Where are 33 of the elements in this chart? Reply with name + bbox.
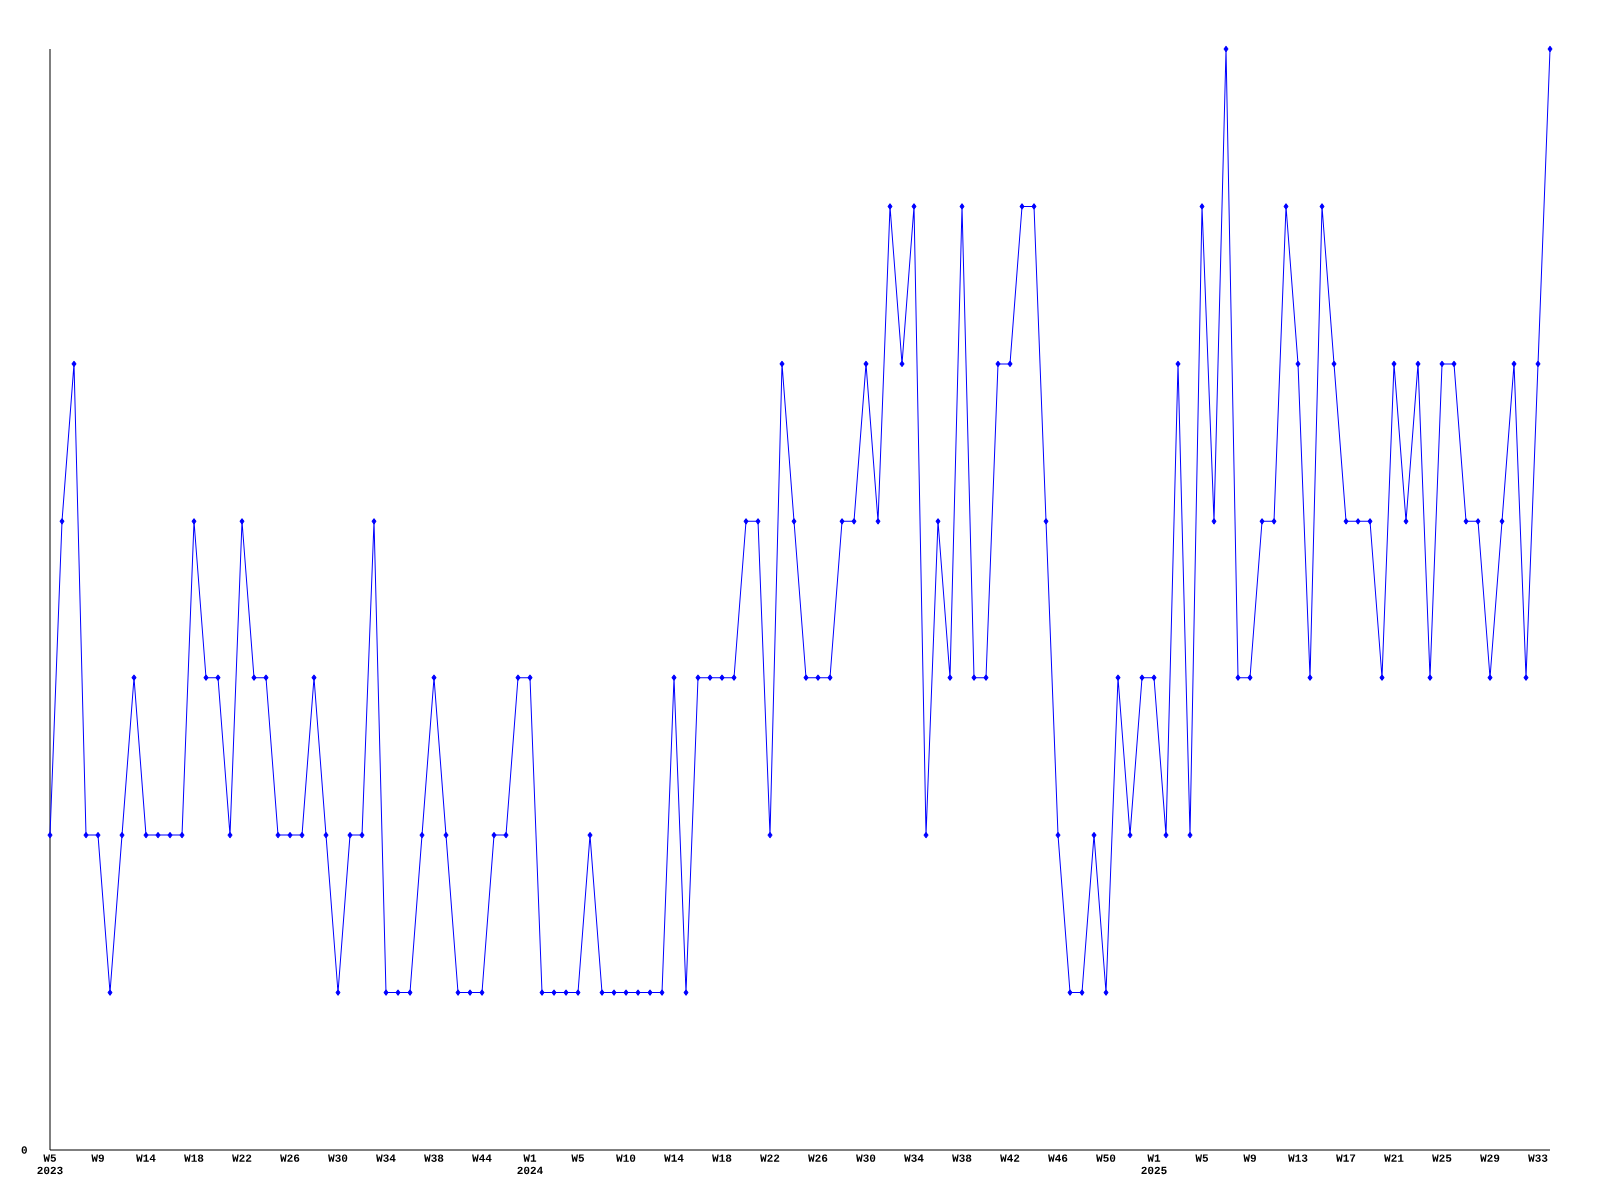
x-tick-label: W18 <box>712 1154 732 1162</box>
x-tick-label: W14 <box>136 1154 156 1162</box>
x-tick-label: W1 2025 <box>1141 1154 1167 1175</box>
x-tick-label: W9 <box>91 1154 104 1162</box>
x-tick-label: W22 <box>232 1154 252 1162</box>
x-tick-label: W26 <box>808 1154 828 1162</box>
x-tick-label: W42 <box>1000 1154 1020 1162</box>
x-tick-label: W1 2024 <box>517 1154 543 1175</box>
x-tick-label: W13 <box>1288 1154 1308 1162</box>
x-tick-label: W38 <box>952 1154 972 1162</box>
x-tick-label: W17 <box>1336 1154 1356 1162</box>
x-tick-label: W18 <box>184 1154 204 1162</box>
x-tick-label: W30 <box>328 1154 348 1162</box>
x-tick-label: W34 <box>376 1154 396 1162</box>
x-tick-label: W5 2023 <box>37 1154 63 1175</box>
x-tick-label: W5 <box>571 1154 585 1162</box>
x-tick-label: W50 <box>1096 1154 1116 1162</box>
x-tick-label: W30 <box>856 1154 876 1162</box>
x-tick-label: W46 <box>1048 1154 1068 1162</box>
x-tick-label: W21 <box>1384 1154 1404 1162</box>
x-tick-label: W33 <box>1528 1154 1548 1162</box>
x-tick-label: W22 <box>760 1154 780 1162</box>
x-tick-label: W14 <box>664 1154 684 1162</box>
x-tick-label: W44 <box>472 1154 492 1162</box>
x-tick-label: W10 <box>616 1154 636 1162</box>
x-tick-label: W38 <box>424 1154 444 1162</box>
x-tick-label: W25 <box>1432 1154 1452 1162</box>
x-tick-label: W34 <box>904 1154 924 1162</box>
x-tick-label: W26 <box>280 1154 300 1162</box>
x-tick-label: W5 <box>1195 1154 1209 1162</box>
x-tick-label: W9 <box>1243 1154 1256 1162</box>
x-tick-label: W29 <box>1480 1154 1500 1162</box>
text: 0 <box>21 1146 27 1154</box>
